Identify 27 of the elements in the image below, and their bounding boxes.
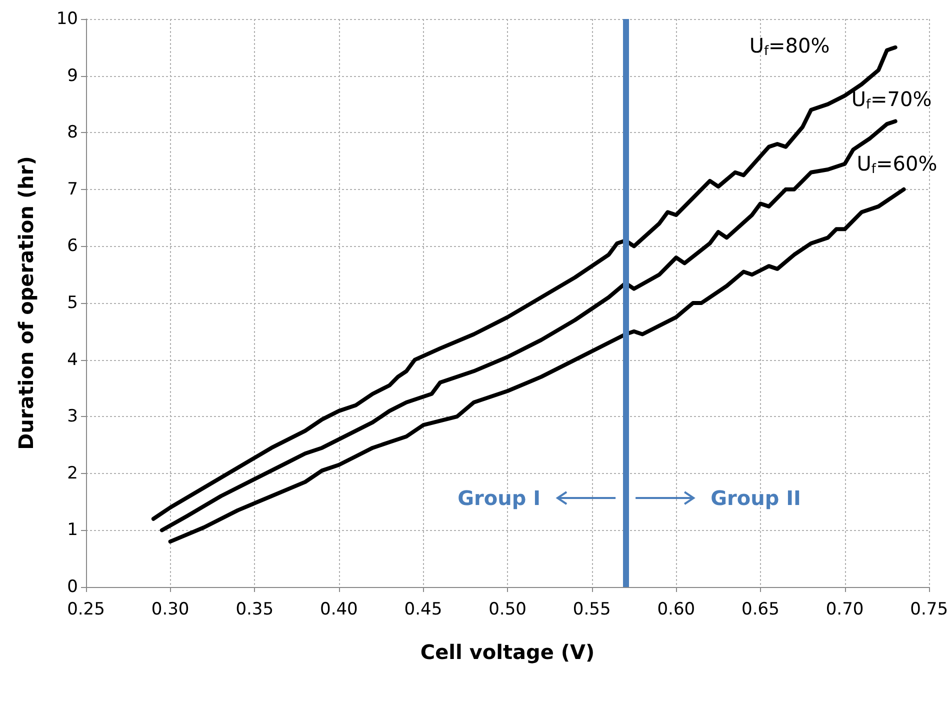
y-tick-label: 3	[67, 406, 78, 427]
x-tick-label: 0.65	[742, 600, 780, 620]
x-tick-label: 0.60	[657, 600, 696, 620]
line-series	[168, 187, 906, 544]
x-tick-label: 0.75	[910, 600, 948, 620]
y-tick-label: 2	[67, 463, 78, 484]
x-tick-label: 0.50	[488, 600, 526, 620]
y-tick-label: 9	[67, 66, 78, 86]
x-tick-label: 0.55	[572, 600, 611, 620]
y-tick-label: 7	[67, 179, 78, 200]
x-tick-label: 0.25	[67, 600, 105, 620]
y-axis-title: Duration of operation (hr)	[14, 156, 38, 450]
y-tick-label: 8	[67, 122, 78, 143]
y-tick-label: 1	[67, 520, 78, 540]
x-tick-label: 0.45	[404, 600, 442, 620]
y-tick-label: 10	[56, 9, 78, 29]
annotation: Group II	[710, 486, 801, 510]
x-tick-label: 0.30	[151, 600, 190, 620]
y-tick-label: 6	[67, 236, 78, 256]
y-tick-label: 5	[67, 293, 78, 313]
x-tick-label: 0.35	[236, 600, 274, 620]
x-tick-label: 0.40	[320, 600, 358, 620]
y-tick-label: 4	[67, 350, 78, 370]
x-axis-title: Cell voltage (V)	[420, 640, 595, 664]
x-tick-label: 0.70	[826, 600, 864, 620]
annotation: Group I	[458, 486, 541, 510]
y-tick-label: 0	[67, 577, 78, 597]
